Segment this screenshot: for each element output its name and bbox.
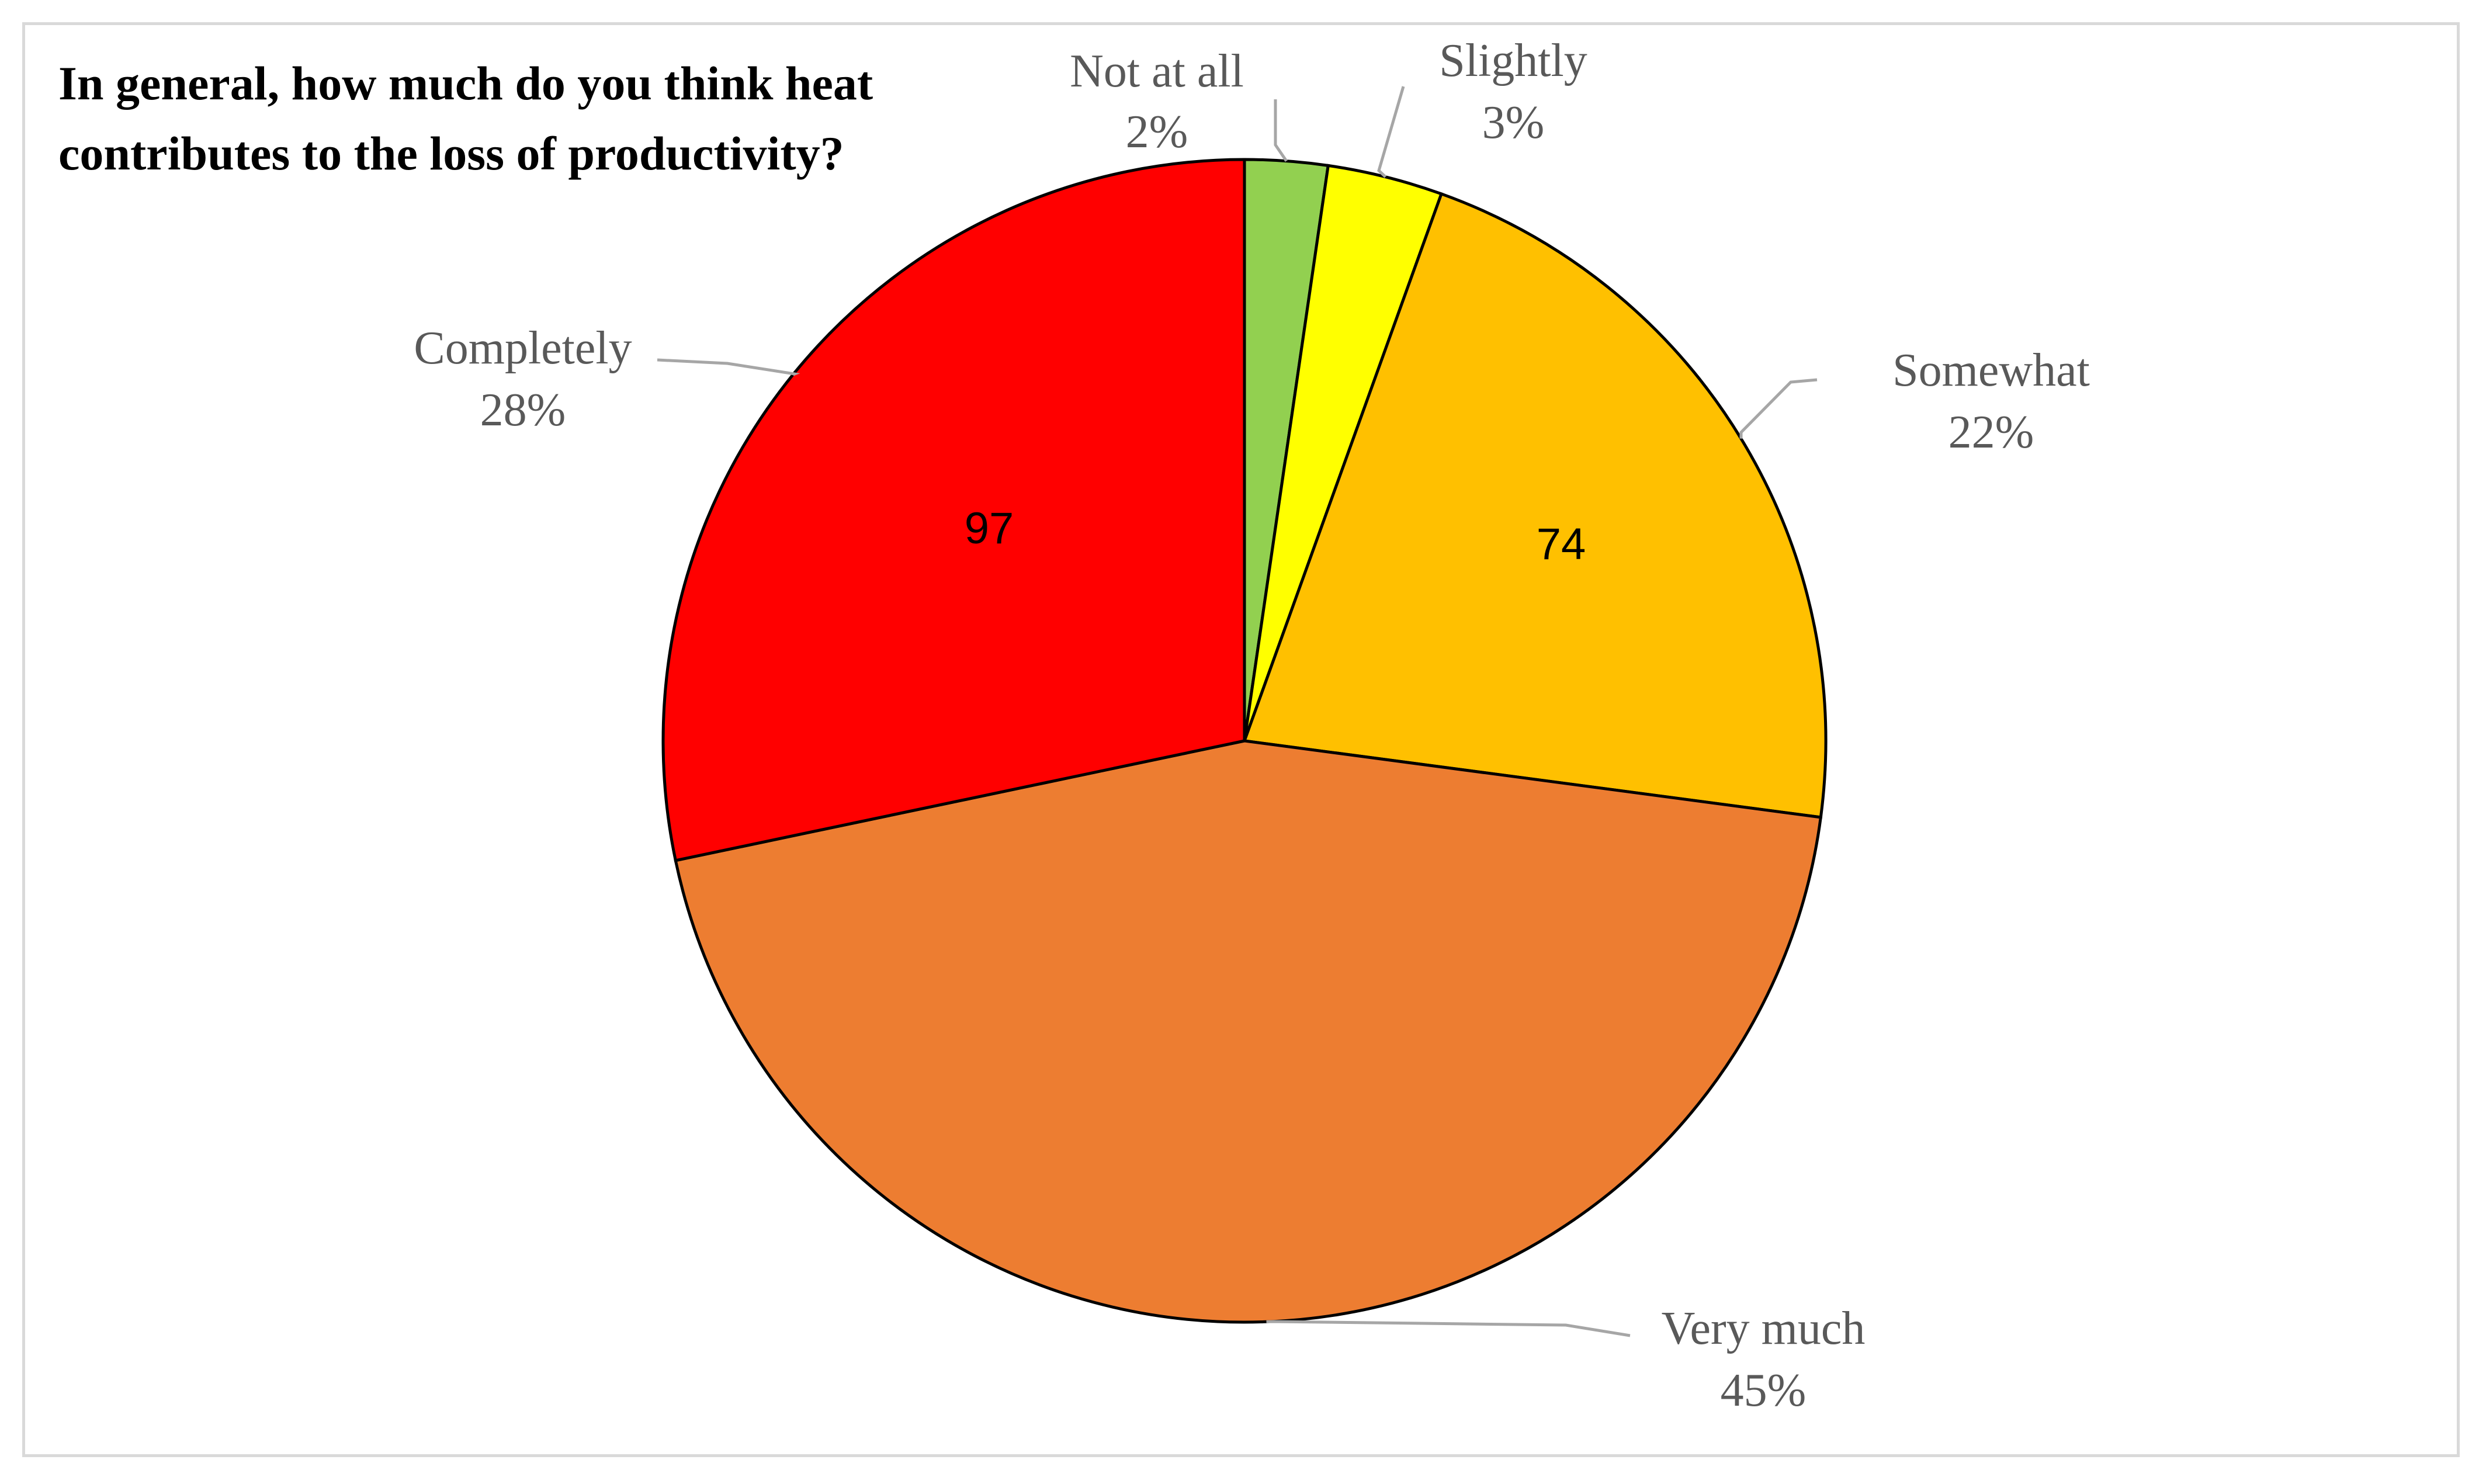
count-label-somewhat: 74 bbox=[1537, 519, 1586, 569]
leader-lines bbox=[657, 86, 1818, 1337]
label-completely-percent: 28% bbox=[480, 384, 566, 436]
label-somewhat-percent: 22% bbox=[1948, 407, 2034, 458]
label-very-much-percent: 45% bbox=[1721, 1365, 1807, 1416]
label-completely-name: Completely bbox=[414, 323, 632, 374]
label-not-at-all-name: Not at all bbox=[1070, 46, 1244, 97]
label-slightly-name: Slightly bbox=[1439, 35, 1587, 86]
leader-line-somewhat bbox=[1739, 378, 1818, 439]
chart-title-line-2: contributes to the loss of productivity? bbox=[58, 127, 844, 180]
label-very-much-name: Very much bbox=[1662, 1303, 1866, 1354]
pie-slices bbox=[661, 158, 1828, 1324]
label-somewhat-name: Somewhat bbox=[1892, 345, 2090, 396]
leader-line-slightly bbox=[1377, 86, 1405, 178]
count-label-completely: 97 bbox=[965, 504, 1014, 553]
chart-title-line-1: In general, how much do you think heat bbox=[58, 57, 873, 110]
pie-slice-completely bbox=[661, 158, 1246, 862]
leader-line-not-at-all bbox=[1274, 99, 1288, 162]
leader-line-completely bbox=[657, 358, 800, 376]
label-slightly-percent: 3% bbox=[1482, 97, 1545, 148]
label-not-at-all-percent: 2% bbox=[1126, 106, 1188, 158]
pie-slice-somewhat bbox=[1242, 192, 1828, 819]
leader-line-very-much bbox=[1266, 1320, 1631, 1337]
pie-slice-very-much bbox=[674, 739, 1823, 1324]
